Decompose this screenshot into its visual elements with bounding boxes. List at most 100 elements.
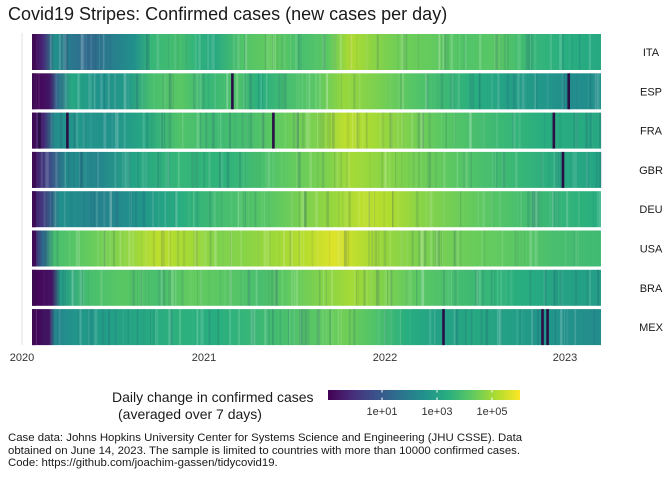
texture-stripe xyxy=(229,309,232,346)
texture-stripe xyxy=(531,191,534,228)
texture-stripe xyxy=(128,151,130,188)
texture-stripe xyxy=(166,151,168,188)
texture-stripe xyxy=(175,191,178,228)
texture-stripe xyxy=(283,230,285,267)
texture-stripe xyxy=(254,191,257,228)
texture-stripe xyxy=(472,73,475,110)
texture-stripe xyxy=(211,34,213,70)
texture-stripe xyxy=(534,73,536,110)
texture-stripe xyxy=(266,73,268,110)
texture-stripe xyxy=(80,309,82,346)
texture-stripe xyxy=(131,230,135,267)
texture-stripe xyxy=(398,73,400,110)
texture-stripe xyxy=(269,34,272,70)
texture-stripe xyxy=(420,269,422,306)
texture-stripe xyxy=(402,34,405,70)
texture-stripe xyxy=(318,112,321,149)
texture-stripe xyxy=(383,191,385,228)
texture-stripe xyxy=(199,309,202,346)
texture-stripe xyxy=(421,112,424,149)
texture-stripe xyxy=(322,34,326,70)
texture-stripe xyxy=(44,309,46,346)
legend-title: Daily change in confirmed cases (average… xyxy=(112,389,314,423)
texture-stripe xyxy=(80,151,83,188)
country-label-usa: USA xyxy=(640,244,663,256)
texture-stripe xyxy=(553,151,556,188)
texture-stripe xyxy=(440,73,444,110)
texture-stripe xyxy=(295,34,298,70)
texture-stripe xyxy=(445,112,447,149)
texture-stripe xyxy=(97,151,99,188)
texture-stripe xyxy=(284,112,286,149)
stripe-band xyxy=(32,191,601,228)
texture-stripe xyxy=(143,112,145,149)
texture-stripe xyxy=(400,230,402,267)
texture-stripe xyxy=(226,151,228,188)
texture-stripe xyxy=(234,112,237,149)
texture-stripe xyxy=(516,309,519,346)
texture-stripe xyxy=(260,112,263,149)
texture-stripe xyxy=(441,230,443,267)
texture-stripe xyxy=(239,151,241,188)
texture-stripe xyxy=(131,191,133,228)
texture-stripe xyxy=(164,191,166,228)
texture-stripe xyxy=(47,73,49,110)
texture-stripe xyxy=(103,73,105,110)
texture-stripe xyxy=(501,230,504,267)
texture-stripe xyxy=(259,151,261,188)
texture-stripe xyxy=(44,230,47,267)
texture-stripe xyxy=(490,73,493,110)
texture-stripe xyxy=(353,269,355,306)
texture-stripe xyxy=(181,269,184,306)
texture-stripe xyxy=(101,230,105,267)
texture-stripe xyxy=(280,151,283,188)
texture-stripe xyxy=(344,230,348,267)
texture-stripe xyxy=(215,230,217,267)
texture-stripe xyxy=(404,269,408,306)
x-axis-ticks: 2020 2021 2022 2023 xyxy=(10,352,577,364)
texture-stripe xyxy=(109,34,112,70)
texture-stripe xyxy=(559,269,563,306)
texture-stripe xyxy=(418,151,420,188)
texture-stripe xyxy=(375,269,379,306)
texture-stripe xyxy=(142,191,145,228)
dark-day-stripe xyxy=(38,112,41,149)
texture-stripe xyxy=(95,151,98,188)
stripe-row-fra xyxy=(32,112,602,149)
texture-stripe xyxy=(265,151,268,188)
early-stripe xyxy=(32,73,36,110)
texture-stripe xyxy=(597,191,598,228)
texture-stripe xyxy=(325,269,327,306)
texture-stripe xyxy=(114,309,117,346)
texture-stripe xyxy=(548,151,550,188)
texture-stripe xyxy=(402,112,404,149)
texture-stripe xyxy=(102,34,105,70)
texture-stripe xyxy=(244,73,246,110)
texture-stripe xyxy=(271,34,275,70)
texture-stripe xyxy=(207,34,210,70)
texture-stripe xyxy=(95,34,97,70)
caption: Case data: Johns Hopkins University Cent… xyxy=(8,432,522,470)
texture-stripe xyxy=(566,309,569,346)
texture-stripe xyxy=(271,269,274,306)
texture-stripe xyxy=(264,309,267,346)
texture-stripe xyxy=(389,73,392,110)
texture-stripe xyxy=(208,269,210,306)
texture-stripe xyxy=(409,269,412,306)
stripe-band xyxy=(32,230,601,267)
texture-stripe xyxy=(68,230,71,267)
texture-stripe xyxy=(588,34,590,70)
texture-stripe xyxy=(537,309,540,346)
texture-stripe xyxy=(161,230,163,267)
texture-stripe xyxy=(341,151,342,188)
texture-stripe xyxy=(127,151,130,188)
texture-stripe xyxy=(507,34,510,70)
texture-stripe xyxy=(170,269,171,306)
texture-stripe xyxy=(46,309,49,346)
texture-stripe xyxy=(347,230,350,267)
texture-stripe xyxy=(298,112,300,149)
stripe-row-deu xyxy=(32,191,601,228)
texture-stripe xyxy=(127,230,131,267)
stripe-band xyxy=(32,309,601,346)
texture-stripe xyxy=(420,230,421,267)
